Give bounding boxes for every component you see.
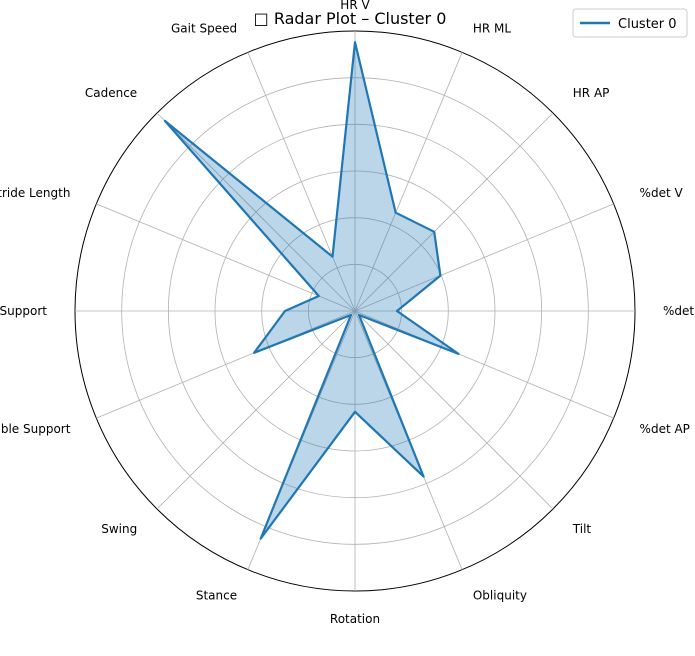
axis-label: HR V bbox=[340, 0, 370, 12]
axis-label: %det ML bbox=[663, 304, 695, 318]
chart-title: □ Radar Plot – Cluster 0 bbox=[254, 9, 447, 28]
spoke bbox=[156, 112, 356, 312]
series-line bbox=[163, 41, 460, 540]
spoke bbox=[96, 203, 356, 312]
axis-label: %det AP bbox=[640, 422, 690, 436]
spoke bbox=[354, 52, 463, 312]
radar-spokes bbox=[75, 31, 635, 591]
axis-label: Gait Speed bbox=[171, 21, 237, 35]
spoke bbox=[247, 52, 356, 312]
axis-label: Swing bbox=[101, 522, 137, 536]
axis-label: HR AP bbox=[573, 86, 610, 100]
spoke bbox=[354, 112, 554, 312]
legend-box bbox=[572, 8, 688, 38]
axis-label: Double Support bbox=[0, 422, 71, 436]
axis-label: Stride Length bbox=[0, 186, 70, 200]
axis-label: Single Support bbox=[0, 304, 47, 318]
series-area bbox=[164, 42, 459, 539]
spoke bbox=[354, 203, 614, 312]
axis-labels: HR V HR ML HR AP %det V %det ML %det AP Tilt Ob… bbox=[0, 0, 695, 626]
axis-label: Cadence bbox=[85, 86, 137, 100]
legend: Cluster 0 bbox=[572, 8, 688, 38]
spoke bbox=[156, 310, 356, 510]
axis-label: Tilt bbox=[572, 522, 592, 536]
legend-entry: Cluster 0 bbox=[618, 17, 677, 32]
axis-label: Rotation bbox=[330, 612, 380, 626]
axis-label: Obliquity bbox=[473, 589, 527, 603]
axis-label: HR ML bbox=[473, 21, 512, 35]
axis-label: %det V bbox=[640, 186, 684, 200]
spoke bbox=[96, 310, 356, 419]
axis-label: Stance bbox=[196, 589, 237, 603]
spoke bbox=[354, 310, 614, 419]
spoke bbox=[354, 310, 554, 510]
radar-series bbox=[163, 41, 460, 540]
